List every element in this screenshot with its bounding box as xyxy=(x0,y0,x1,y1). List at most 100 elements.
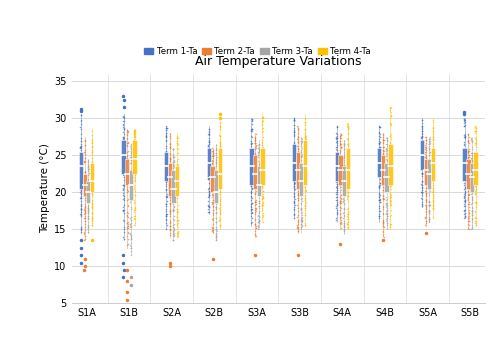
Point xyxy=(471,188,479,194)
Point xyxy=(120,126,128,131)
Point xyxy=(76,225,84,231)
Point xyxy=(464,131,472,136)
Point xyxy=(298,222,306,227)
Point xyxy=(204,209,212,215)
Point xyxy=(375,183,383,189)
Point xyxy=(294,208,302,213)
Point xyxy=(127,147,135,152)
Point xyxy=(468,212,476,218)
Point xyxy=(468,159,476,165)
Point xyxy=(333,140,341,146)
Point xyxy=(464,199,472,205)
Point xyxy=(336,201,344,206)
Point xyxy=(81,156,89,161)
Point xyxy=(173,158,181,164)
Point xyxy=(376,176,384,181)
Point xyxy=(386,114,394,119)
Point xyxy=(471,221,479,226)
Point xyxy=(426,146,434,151)
Point xyxy=(162,214,170,219)
Point xyxy=(169,230,177,235)
Point xyxy=(294,226,302,231)
Point xyxy=(258,202,266,208)
Point xyxy=(131,130,139,136)
Point xyxy=(301,116,309,122)
Point xyxy=(252,217,260,223)
Point xyxy=(216,198,224,204)
Point xyxy=(376,144,384,150)
Point xyxy=(205,189,213,194)
Point xyxy=(340,145,347,150)
Point xyxy=(258,185,266,190)
Point xyxy=(461,118,469,123)
Point xyxy=(302,199,310,205)
Point xyxy=(84,225,92,231)
Point xyxy=(209,198,217,203)
Point xyxy=(212,232,220,237)
Point xyxy=(170,231,177,237)
Point xyxy=(252,233,260,239)
Point xyxy=(472,138,480,143)
Point xyxy=(204,204,212,209)
Point xyxy=(375,123,383,129)
Point xyxy=(294,140,302,145)
Point xyxy=(80,215,88,220)
Point xyxy=(166,156,174,162)
Point xyxy=(460,139,468,144)
Point xyxy=(298,152,306,157)
Point xyxy=(429,201,437,207)
Point xyxy=(376,136,384,141)
Point xyxy=(298,205,306,211)
Point xyxy=(340,153,348,158)
Point xyxy=(379,217,387,223)
Point xyxy=(212,162,220,167)
Point xyxy=(418,130,426,135)
Point xyxy=(251,140,259,146)
Point xyxy=(472,128,480,134)
Point xyxy=(337,192,345,197)
Point xyxy=(294,140,302,145)
Point xyxy=(162,188,170,193)
Point xyxy=(251,207,259,212)
Point xyxy=(162,194,170,200)
Point xyxy=(298,150,306,155)
Point xyxy=(216,191,224,197)
Point xyxy=(119,208,127,213)
Point xyxy=(259,125,267,131)
Point xyxy=(460,203,468,209)
Point xyxy=(460,211,468,217)
Point xyxy=(212,238,220,243)
Point xyxy=(460,123,468,129)
Point xyxy=(376,144,384,149)
Point xyxy=(422,149,430,155)
Point xyxy=(379,137,387,142)
Point xyxy=(166,228,174,233)
Point xyxy=(166,136,174,141)
Point xyxy=(468,210,476,216)
Point xyxy=(162,183,170,188)
Point xyxy=(340,226,348,232)
Point xyxy=(336,149,344,155)
Point xyxy=(344,136,352,142)
Point xyxy=(460,117,468,123)
Point xyxy=(425,192,433,198)
Point xyxy=(472,190,480,196)
Point xyxy=(166,223,174,228)
Point xyxy=(81,159,89,164)
Point xyxy=(379,195,387,201)
Point xyxy=(212,154,220,160)
Point xyxy=(126,225,134,230)
Point xyxy=(212,219,220,224)
Point xyxy=(425,208,433,213)
Point xyxy=(382,201,390,206)
Point xyxy=(120,125,128,131)
Point xyxy=(422,142,430,148)
Point xyxy=(297,143,305,149)
Point xyxy=(166,218,174,224)
Point xyxy=(464,150,472,156)
Point xyxy=(472,191,480,196)
Point xyxy=(430,180,438,185)
Point xyxy=(212,227,220,233)
Point xyxy=(166,206,174,211)
Point xyxy=(297,206,305,211)
